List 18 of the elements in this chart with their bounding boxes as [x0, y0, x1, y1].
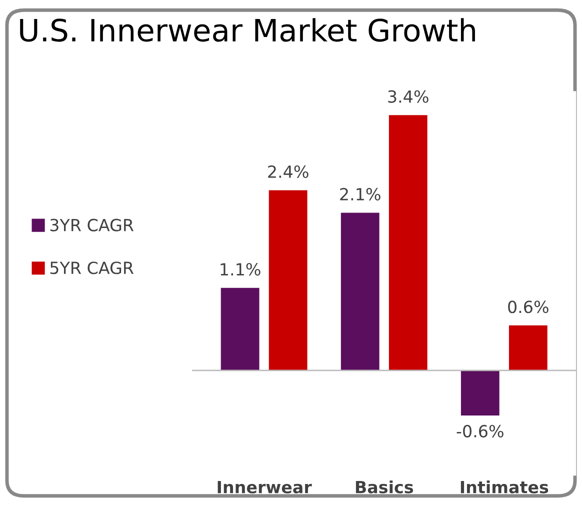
bar: [388, 115, 428, 370]
data-label: 3.4%: [388, 90, 428, 103]
bar: [268, 190, 308, 370]
chart-title: U.S. Innerwear Market Growth: [20, 18, 475, 42]
bar: [220, 288, 260, 370]
legend-label: 3YR CAGR: [50, 218, 134, 232]
data-label: 1.1%: [220, 263, 260, 276]
legend-label: 5YR CAGR: [50, 262, 134, 274]
x-tick-label: Intimates: [460, 480, 548, 494]
bar: [340, 212, 380, 370]
data-label: 2.4%: [268, 165, 308, 178]
bar: [508, 325, 548, 370]
bar: [460, 370, 500, 416]
x-tick-label: Innerwear: [218, 481, 312, 494]
data-label: -0.6%: [456, 424, 504, 438]
x-tick-label: Basics: [356, 480, 414, 494]
data-label: 0.6%: [508, 300, 548, 314]
data-label: 2.1%: [340, 188, 380, 201]
